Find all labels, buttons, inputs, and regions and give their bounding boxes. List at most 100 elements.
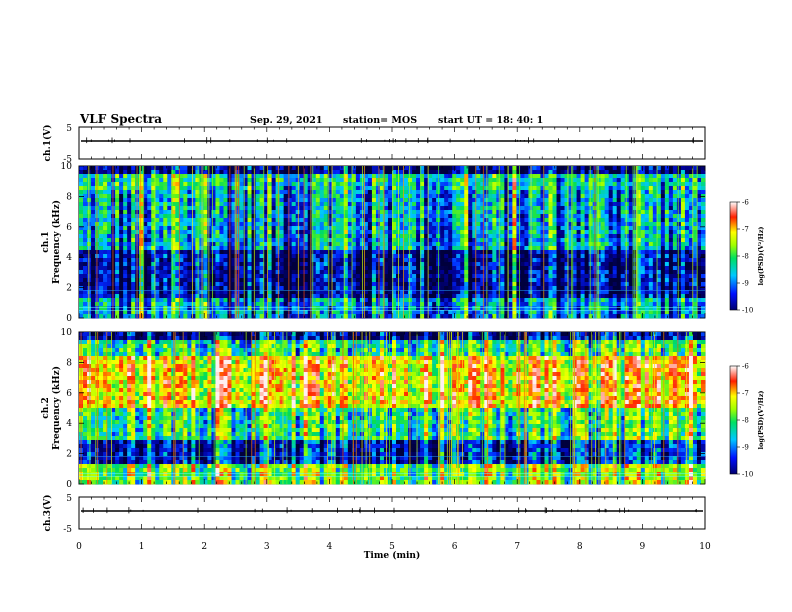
- spectrogram-cell: [596, 254, 602, 259]
- spectrogram-cell: [231, 314, 236, 319]
- spectrogram-cell: [456, 290, 461, 295]
- spectrogram-cell: [448, 166, 453, 171]
- spectrogram-cell: [584, 290, 590, 295]
- spectrogram-cell: [123, 314, 128, 319]
- spectrogram-cell: [371, 286, 377, 291]
- spectrogram-cell: [183, 258, 188, 263]
- spectrogram-cell: [171, 282, 176, 287]
- spectrogram-cell: [408, 298, 413, 303]
- spectrogram-cell: [171, 242, 176, 247]
- spectrogram-cell: [223, 198, 228, 203]
- spectrogram-cell: [279, 230, 285, 235]
- spectrogram-cell: [279, 218, 285, 223]
- spectrogram-cell: [311, 254, 317, 259]
- spectrogram-cell: [472, 274, 477, 279]
- spectrogram-cell: [203, 186, 208, 191]
- spectrogram-cell: [343, 258, 349, 263]
- spectrogram-cell: [492, 314, 497, 319]
- spectrogram-cell: [564, 242, 569, 247]
- spectrogram-cell: [488, 174, 493, 179]
- spectrogram-cell: [127, 274, 132, 279]
- spectrogram-cell: [512, 182, 517, 187]
- spectrogram-cell: [319, 306, 325, 311]
- spectrogram-cell: [283, 306, 289, 311]
- spectrogram-cell: [103, 206, 108, 211]
- spectrogram-cell: [367, 270, 373, 275]
- spectrogram-cell: [564, 170, 569, 175]
- spectrogram-cell: [424, 230, 429, 235]
- spectrogram-cell: [147, 218, 152, 223]
- spectrogram-cell: [440, 198, 445, 203]
- spectrogram-cell: [452, 290, 457, 295]
- spectrogram-cell: [295, 282, 301, 287]
- spectrogram-cell: [508, 214, 513, 219]
- spectrogram-cell: [155, 286, 160, 291]
- spectrogram-cell: [283, 286, 289, 291]
- spectrogram-cell: [492, 182, 497, 187]
- spectrogram-cell: [179, 218, 184, 223]
- spectrogram-cell: [179, 238, 184, 243]
- spectrogram-cell: [155, 282, 160, 287]
- spectrogram-cell: [355, 294, 361, 299]
- spectrogram-cell: [139, 226, 144, 231]
- spectrogram-cell: [103, 294, 108, 299]
- spectrogram-cell: [327, 194, 333, 199]
- spectrogram-cell: [588, 238, 594, 243]
- spectrogram-cell: [432, 206, 437, 211]
- spectrogram-cell: [235, 294, 240, 299]
- spectrogram-cell: [327, 274, 333, 279]
- spectrogram-cell: [159, 246, 164, 251]
- spectrogram-cell: [283, 242, 289, 247]
- spectrogram-cell: [167, 170, 172, 175]
- spectrogram-cell: [383, 198, 389, 203]
- spectrogram-cell: [464, 186, 469, 191]
- spectrogram-cell: [428, 222, 433, 227]
- spectrogram-cell: [303, 210, 309, 215]
- spectrogram-cell: [83, 226, 88, 231]
- spectrogram-cell: [235, 230, 240, 235]
- spectrogram-cell: [335, 302, 341, 307]
- spectrogram-cell: [560, 306, 565, 311]
- spectrogram-cell: [223, 314, 228, 319]
- spectrogram-cell: [327, 246, 333, 251]
- spectrogram-cell: [456, 242, 461, 247]
- spectrogram-cell: [416, 306, 421, 311]
- spectrogram-cell: [183, 214, 188, 219]
- spectrogram-cell: [127, 174, 132, 179]
- spectrogram-cell: [99, 226, 104, 231]
- spectrogram-cell: [371, 298, 377, 303]
- spectrogram-cell: [392, 314, 397, 319]
- spectrogram-cell: [351, 242, 357, 247]
- spectrogram-cell: [347, 254, 353, 259]
- spectrogram-cell: [416, 314, 421, 319]
- spectrogram-cell: [323, 226, 329, 231]
- spectrogram-cell: [267, 218, 273, 223]
- spectrogram-cell: [387, 166, 393, 171]
- spectrogram-cell: [323, 262, 329, 267]
- spectrogram-cell: [424, 226, 429, 231]
- spectrogram-cell: [588, 198, 594, 203]
- spectrogram-cell: [155, 274, 160, 279]
- spectrogram-cell: [291, 262, 297, 267]
- spectrogram-cell: [195, 198, 200, 203]
- spectrogram-cell: [408, 306, 413, 311]
- spectrogram-cell: [512, 246, 517, 251]
- spectrogram-cell: [516, 190, 521, 195]
- spectrogram-cell: [159, 206, 164, 211]
- spectrogram-cell: [520, 214, 525, 219]
- spectrogram-cell: [251, 190, 256, 195]
- spectrogram-cell: [432, 182, 437, 187]
- spectrogram-cell: [500, 242, 505, 247]
- spectrogram-cell: [383, 234, 389, 239]
- spectrogram-cell: [119, 282, 124, 287]
- spectrogram-cell: [383, 222, 389, 227]
- spectrogram-cell: [588, 194, 594, 199]
- spectrogram-cell: [239, 186, 244, 191]
- spectrogram-cell: [151, 178, 156, 183]
- spectrogram-cell: [367, 174, 373, 179]
- spectrogram-cell: [151, 290, 156, 295]
- spectrogram-cell: [255, 266, 260, 271]
- spectrogram-cell: [219, 182, 224, 187]
- spectrogram-cell: [424, 174, 429, 179]
- spectrogram-cell: [79, 218, 84, 223]
